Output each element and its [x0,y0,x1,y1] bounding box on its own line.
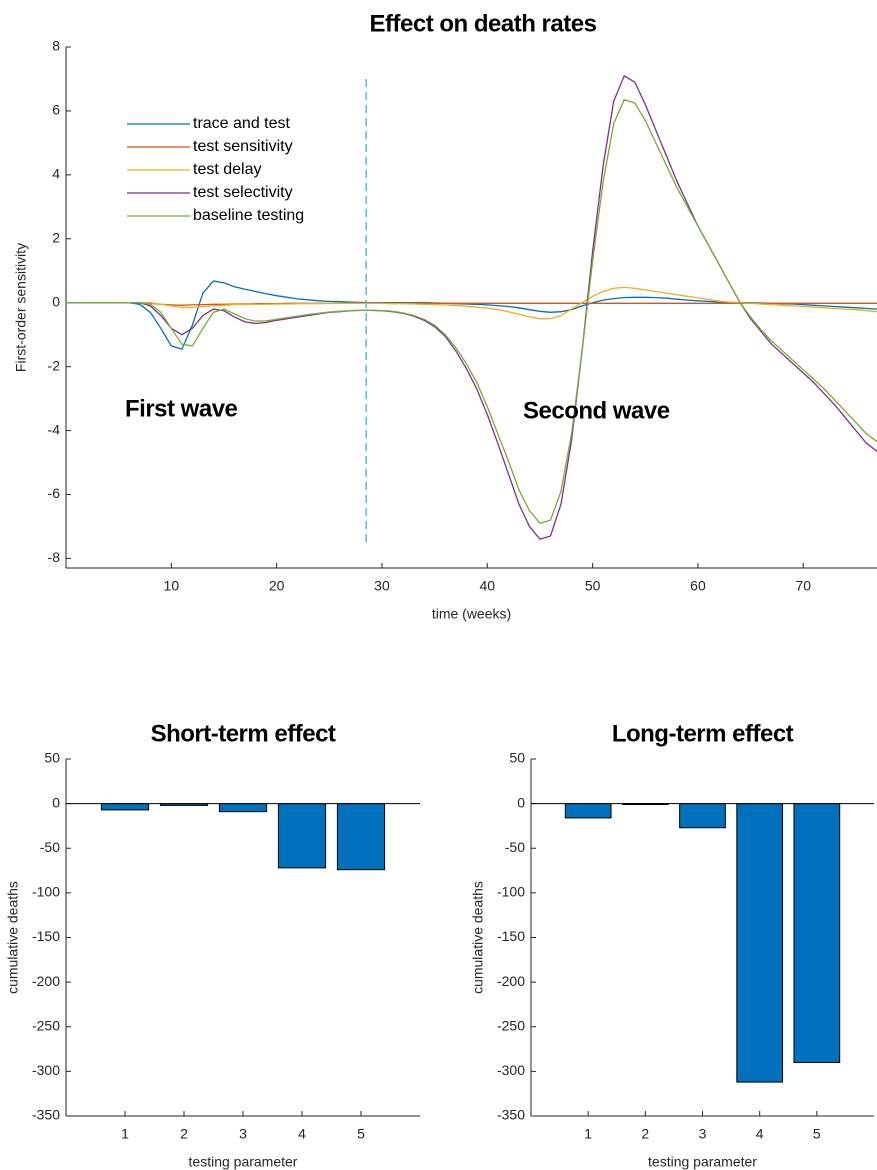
y-tick-label: 6 [52,102,60,118]
y-tick-label: -2 [48,357,61,373]
y-tick-label: -200 [497,973,525,989]
y-tick-label: -200 [32,973,60,989]
x-tick-label: 5 [357,1126,365,1142]
x-tick-label: 4 [298,1126,306,1142]
y-tick-label: 2 [52,229,60,245]
chart-title: Effect on death rates [370,10,597,37]
y-tick-label: -350 [497,1107,525,1123]
y-tick-label: 8 [52,38,60,54]
series-line [66,98,877,525]
x-tick-label: 30 [374,578,390,594]
y-tick-label: -300 [497,1062,525,1078]
legend-label: trace and test [193,115,291,132]
x-tick-label: 3 [239,1126,247,1142]
y-tick-label: -8 [48,549,61,565]
bar [679,803,726,829]
x-tick-label: 60 [690,578,706,594]
bar [793,803,841,1063]
y-tick-label: -50 [40,839,60,855]
x-tick-label: 50 [585,578,601,594]
bar [218,803,268,813]
y-tick-label: -350 [32,1107,60,1123]
series-line [66,280,877,350]
bar [100,803,150,811]
x-tick-label: 3 [699,1126,707,1142]
x-tick-label: 2 [641,1126,649,1142]
y-tick-label: 0 [517,794,525,810]
bar [277,803,327,869]
x-tick-label: 10 [164,578,180,594]
y-tick-label: -100 [32,884,60,900]
y-tick-label: -300 [32,1062,60,1078]
x-tick-label: 5 [813,1126,821,1142]
legend-label: test sensitivity [193,138,293,155]
legend-label: test selectivity [193,184,293,201]
y-tick-label: -150 [497,928,525,944]
x-tick-label: 70 [795,578,811,594]
legend-label: baseline testing [193,207,304,224]
x-tick-label: 20 [269,578,285,594]
x-tick-label: 4 [756,1126,764,1142]
x-axis-label: testing parameter [648,1154,757,1170]
chart-title: Short-term effect [151,720,336,747]
y-tick-label: 50 [44,750,60,766]
y-axis-label: cumulative deaths [470,881,486,994]
x-tick-label: 1 [584,1126,592,1142]
y-axis-label: cumulative deaths [5,881,21,994]
x-axis-label: testing parameter [189,1154,298,1170]
y-tick-label: 0 [52,794,60,810]
y-tick-label: -150 [32,928,60,944]
y-tick-label: 0 [52,293,60,309]
x-tick-label: 40 [480,578,496,594]
y-tick-label: 50 [509,750,525,766]
bar [336,803,386,871]
legend-label: test delay [193,161,261,178]
bar [564,803,612,819]
y-axis-label: First-order sensitivity [13,243,29,372]
y-tick-label: -250 [497,1017,525,1033]
chart-title: Long-term effect [612,720,794,747]
bar [736,803,784,1083]
y-tick-label: -50 [505,839,525,855]
x-axis-label: time (weeks) [432,606,511,622]
y-tick-label: -6 [48,485,61,501]
y-tick-label: 4 [52,166,60,182]
annotation: Second wave [523,397,670,424]
x-tick-label: 2 [180,1126,188,1142]
y-tick-label: -4 [48,421,61,437]
x-tick-label: 1 [121,1126,129,1142]
y-tick-label: -250 [32,1017,60,1033]
series-line [66,286,877,320]
annotation: First wave [125,395,238,422]
y-tick-label: -100 [497,884,525,900]
